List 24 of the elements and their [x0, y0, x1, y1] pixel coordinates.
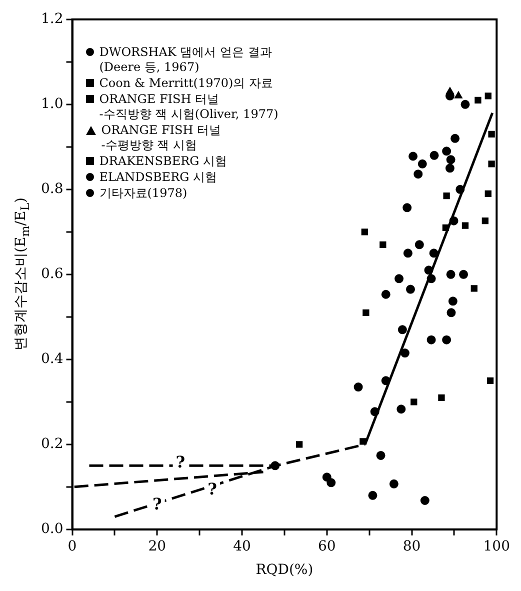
annotation: ? — [176, 452, 186, 472]
y-tick-label: 0.4 — [41, 351, 64, 368]
legend-label: ELANDSBERG 시험 — [99, 170, 217, 186]
legend-label: ORANGE FISH 터널 -수평방향 잭 시험 — [101, 123, 222, 154]
x-tick-label: 100 — [483, 538, 510, 554]
legend-label: DWORSHAK 댐에서 얻은 결과 (Deere 등, 1967) — [99, 45, 272, 76]
x-tick-label: 60 — [318, 538, 336, 554]
y-tick-label: 1.0 — [41, 96, 64, 112]
legend-label: 기타자료(1978) — [99, 186, 188, 202]
x-tick-label: 0 — [68, 538, 77, 554]
y-tick-label: 0.8 — [41, 181, 64, 198]
x-tick-label: 20 — [148, 538, 166, 554]
y-tick-label: 0.6 — [41, 266, 64, 282]
legend-label: DRAKENSBERG 시험 — [99, 154, 228, 170]
x-tick-label: 80 — [402, 538, 421, 554]
annotation: ? — [152, 494, 162, 514]
annotation: ? — [208, 479, 217, 498]
legend-label: ORANGE FISH 터널 -수직방향 잭 시험(Oliver, 1977) — [99, 92, 278, 122]
y-tick-label: 0.0 — [41, 521, 64, 538]
legend-label: Coon & Merritt(1970)의 자료 — [99, 76, 273, 92]
x-axis-title: RQD(%) — [256, 562, 314, 578]
y-tick-label: 0.2 — [41, 436, 64, 452]
y-tick-label: 1.2 — [41, 11, 64, 28]
x-tick-label: 40 — [233, 538, 251, 554]
